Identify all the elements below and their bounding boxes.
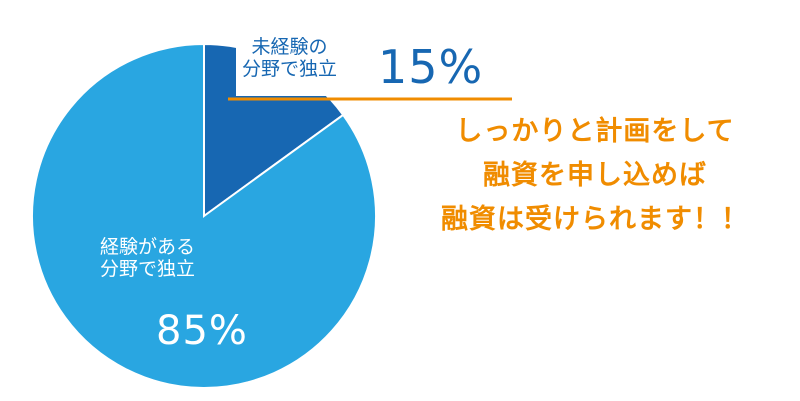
label-background (236, 32, 514, 96)
pie-slice-experienced (31, 42, 377, 389)
callout-line-1: しっかりと計画をして (455, 116, 735, 147)
slice-label-experienced: 経験がある 分野で独立 (100, 236, 195, 280)
slice-label-line1: 未経験の (251, 36, 328, 58)
slice-label-line2: 分野で独立 (242, 58, 338, 80)
slice-label-line1: 経験がある (100, 236, 196, 258)
slice-value-experienced: 85% (156, 308, 248, 354)
callout-line-2: 融資を申し込めば (483, 160, 707, 191)
callout-line-3: 融資は受けられます！！ (441, 204, 749, 235)
slice-label-line2: 分野で独立 (100, 258, 196, 280)
slice-value-unexperienced: 15% (378, 40, 484, 94)
slice-label-unexperienced: 未経験の 分野で独立 (242, 36, 337, 80)
